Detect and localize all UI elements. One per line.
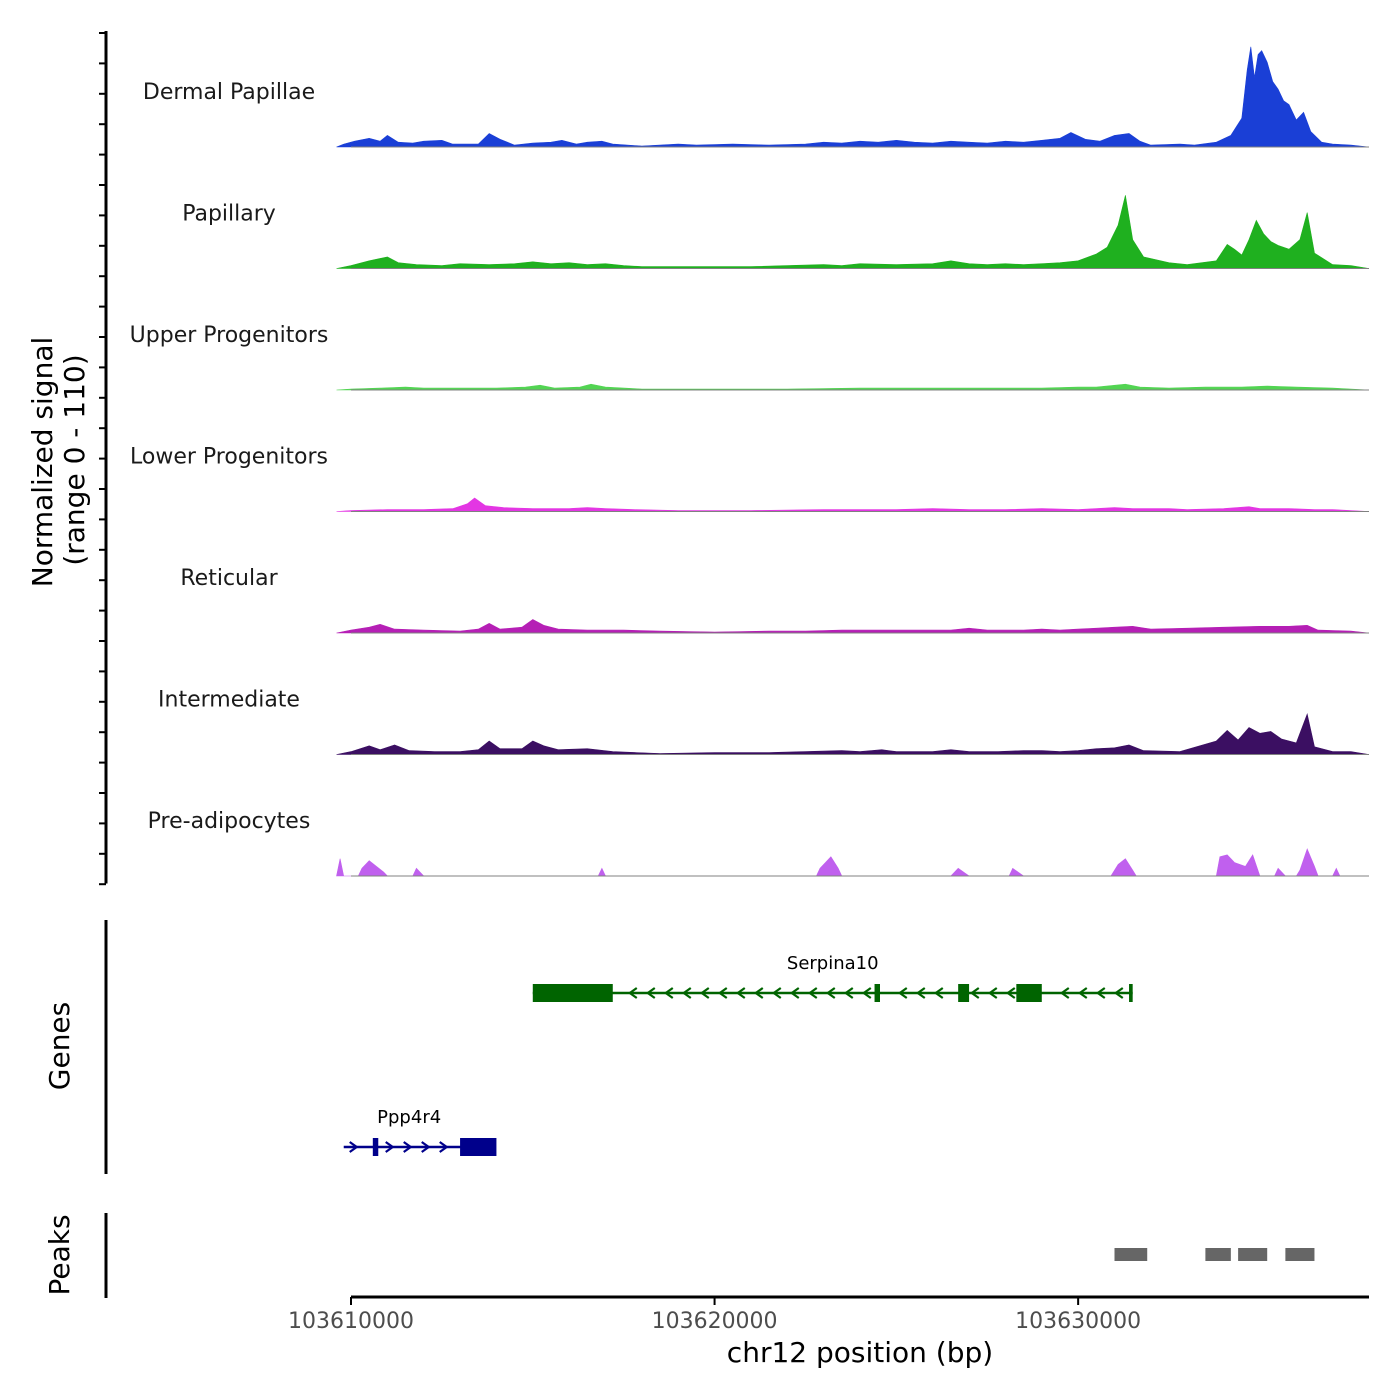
gene-strand-arrow xyxy=(1059,987,1070,999)
gene-strand-arrow xyxy=(771,987,782,999)
track-dermal-papillae: Dermal Papillae xyxy=(143,46,1370,148)
track-label: Upper Progenitors xyxy=(130,323,329,348)
track-reticular: Reticular xyxy=(180,566,1370,634)
gene-strand-arrow xyxy=(717,987,728,999)
gene-strand-arrow xyxy=(645,987,656,999)
gene-strand-arrow xyxy=(897,987,908,999)
gene-label: Serpina10 xyxy=(787,953,879,974)
gene-strand-arrow xyxy=(1095,987,1106,999)
track-label: Lower Progenitors xyxy=(130,445,328,470)
gene-exon xyxy=(1129,984,1133,1002)
peak-track xyxy=(1114,1248,1315,1261)
gene-track: Serpina10 Ppp4r4 xyxy=(343,953,1133,1156)
track-signal-area xyxy=(336,848,1369,877)
x-tick-label: 103610000 xyxy=(288,1309,414,1334)
y-axis-title-line1: Normalized signal xyxy=(26,337,59,588)
track-papillary: Papillary xyxy=(182,195,1370,269)
gene-strand-arrow xyxy=(699,987,710,999)
gene-strand-arrow xyxy=(627,987,638,999)
gene-strand-arrow xyxy=(663,987,674,999)
track-upper-progenitors: Upper Progenitors xyxy=(130,323,1370,391)
gene-strand-arrow xyxy=(439,1141,449,1153)
y-axis-title-line2: (range 0 - 110) xyxy=(58,354,91,565)
peak-region xyxy=(1205,1248,1231,1261)
gene-exon xyxy=(958,984,970,1002)
track-signal-area xyxy=(336,497,1370,512)
gene-strand-arrow xyxy=(807,987,818,999)
gene-strand-arrow xyxy=(1005,987,1016,999)
track-signal-area xyxy=(336,195,1370,269)
gene-strand-arrow xyxy=(915,987,926,999)
track-intermediate: Intermediate xyxy=(158,688,1370,755)
track-signal-area xyxy=(336,383,1370,391)
gene-label: Ppp4r4 xyxy=(377,1107,441,1128)
gene-strand-arrow xyxy=(861,987,872,999)
track-lower-progenitors: Lower Progenitors xyxy=(130,445,1370,512)
track-signal-area xyxy=(336,619,1370,634)
signal-y-axis xyxy=(99,31,108,886)
gene-exon xyxy=(874,984,880,1002)
track-signal-area xyxy=(336,712,1370,755)
signal-tracks: Dermal Papillae Papillary Upper Progenitor… xyxy=(130,46,1370,877)
track-label: Papillary xyxy=(182,202,276,227)
gene-strand-arrow xyxy=(987,987,998,999)
peak-region xyxy=(1285,1248,1315,1261)
track-signal-area xyxy=(336,46,1370,148)
track-label: Reticular xyxy=(180,566,278,591)
gene-exon xyxy=(460,1138,497,1156)
gene-strand-arrow xyxy=(753,987,764,999)
x-axis-ticks: 103610000 103620000 103630000 xyxy=(288,1297,1141,1334)
x-axis-title: chr12 position (bp) xyxy=(727,1336,993,1369)
gene-strand-arrow xyxy=(969,987,980,999)
genes-axis-title: Genes xyxy=(43,1002,76,1090)
gene-strand-arrow xyxy=(403,1141,413,1153)
gene-strand-arrow xyxy=(933,987,944,999)
peak-region xyxy=(1114,1248,1148,1261)
gene-serpina10: Serpina10 xyxy=(532,953,1133,1002)
gene-strand-arrow xyxy=(385,1141,395,1153)
peak-region xyxy=(1238,1248,1268,1261)
gene-strand-arrow xyxy=(825,987,836,999)
track-label: Dermal Papillae xyxy=(143,80,315,105)
gene-strand-arrow xyxy=(1077,987,1088,999)
track-label: Intermediate xyxy=(158,688,300,713)
x-tick-label: 103620000 xyxy=(652,1309,778,1334)
x-tick-label: 103630000 xyxy=(1015,1309,1141,1334)
gene-ppp4r4: Ppp4r4 xyxy=(343,1107,497,1156)
gene-strand-arrow xyxy=(421,1141,431,1153)
gene-strand-arrow xyxy=(349,1141,359,1153)
gene-strand-arrow xyxy=(1113,987,1124,999)
track-pre-adipocytes: Pre-adipocytes xyxy=(148,809,1369,877)
track-label: Pre-adipocytes xyxy=(148,809,311,834)
gene-exon xyxy=(1016,984,1042,1002)
gene-strand-arrow xyxy=(843,987,854,999)
peaks-axis-title: Peaks xyxy=(43,1214,76,1295)
gene-exon xyxy=(532,984,613,1002)
gene-exon xyxy=(372,1138,379,1156)
gene-strand-arrow xyxy=(681,987,692,999)
gene-strand-arrow xyxy=(789,987,800,999)
gene-strand-arrow xyxy=(735,987,746,999)
